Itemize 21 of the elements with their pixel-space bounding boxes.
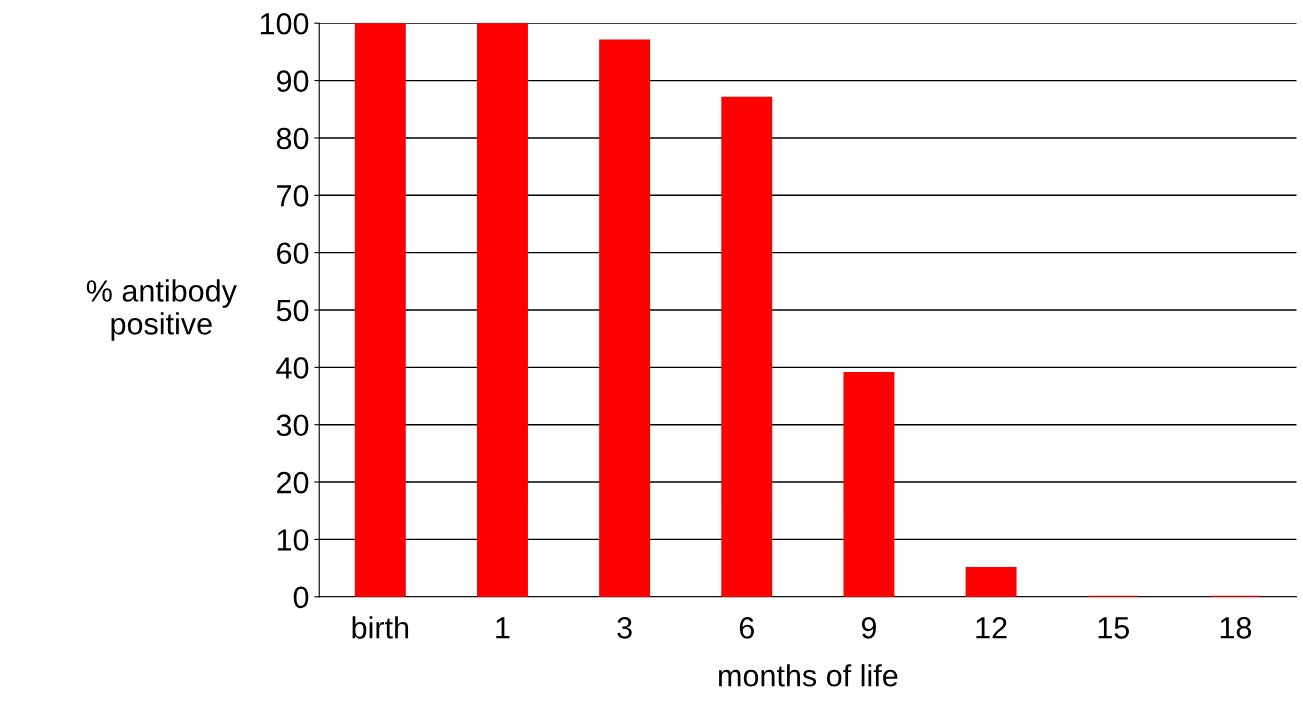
x-tick-label: 1	[496, 617, 510, 639]
x-tick-label: 3	[617, 617, 632, 639]
x-axis-title: months of life	[719, 664, 898, 687]
y-tick-label: 70	[277, 185, 309, 207]
x-tick-label: 15	[1098, 617, 1129, 639]
y-tick-label: 10	[277, 529, 309, 551]
x-tick-label: 18	[1220, 617, 1252, 639]
x-tick-label: birth	[352, 616, 409, 639]
y-tick-label: 20	[277, 471, 309, 494]
y-tick-label: 40	[276, 357, 309, 379]
y-tick-label: 100	[260, 12, 309, 35]
y-tick-label: 80	[276, 127, 309, 150]
y-tick-label: 90	[276, 70, 309, 92]
x-tick-label: 12	[976, 617, 1007, 639]
y-tick-label: 50	[276, 299, 309, 322]
y-axis-title: % antibody positive	[86, 279, 237, 341]
y-tick-label: 60	[277, 242, 309, 265]
x-tick-label: 6	[739, 617, 754, 639]
x-tick-label: 9	[861, 617, 876, 639]
y-tick-label: 0	[293, 586, 309, 609]
y-tick-label: 30	[276, 414, 309, 437]
